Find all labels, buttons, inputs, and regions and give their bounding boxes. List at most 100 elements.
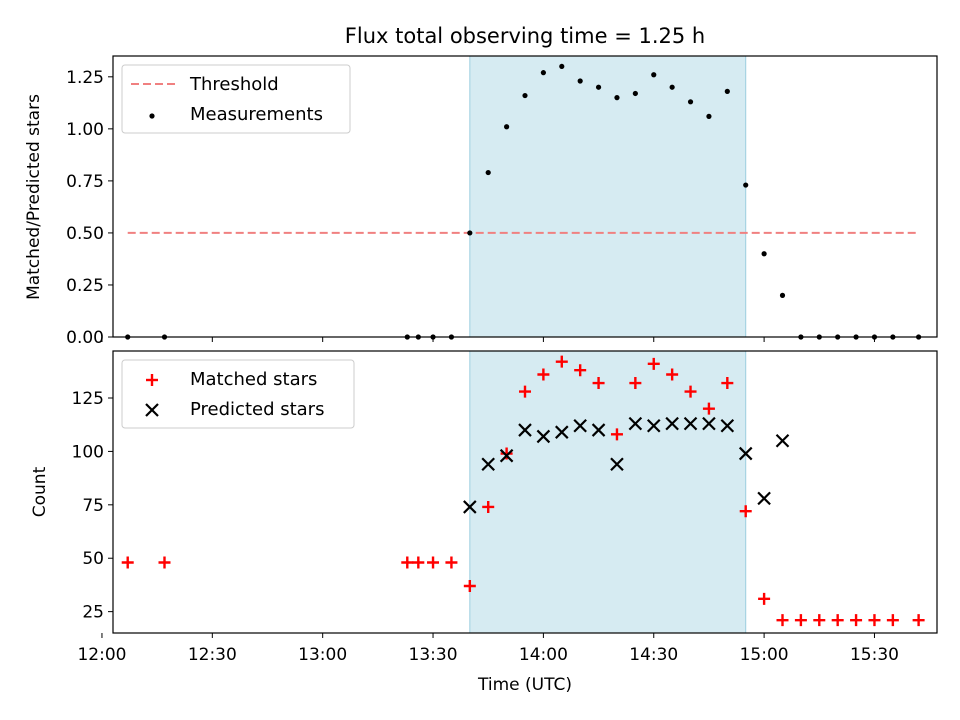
- predicted-stars-point: [536, 429, 551, 444]
- predicted-stars-point: [610, 457, 624, 472]
- bottom-observing-window-band: [469, 350, 747, 634]
- matched-stars-point: [401, 556, 414, 569]
- matched-stars-point: [574, 364, 587, 377]
- matched-stars-point: [592, 377, 605, 390]
- measurements-point: [595, 84, 602, 90]
- measurements-point: [779, 292, 786, 298]
- measurements-point: [706, 113, 712, 119]
- predicted-stars-point: [591, 423, 606, 437]
- top-y-tick-label: 0.25: [66, 276, 104, 296]
- x-tick-label: 13:30: [409, 645, 458, 665]
- matched-stars-point: [794, 614, 807, 627]
- top-legend-box: [121, 64, 351, 134]
- matched-stars-point: [463, 580, 476, 592]
- predicted-stars-legend-label: Predicted stars: [190, 399, 324, 420]
- measurements-point: [743, 182, 749, 188]
- predicted-stars-point: [518, 423, 532, 437]
- measurements-point: [522, 92, 528, 99]
- measurements-legend-label: Measurements: [190, 104, 323, 125]
- matched-stars-point: [482, 500, 495, 513]
- top-y-tick-label: 0.50: [66, 224, 104, 244]
- threshold-legend-label: Threshold: [189, 74, 279, 95]
- bottom-y-tick-label: 25: [82, 603, 104, 623]
- bottom-y-tick-label: 100: [72, 442, 104, 462]
- top-legend: Threshold Measurements: [121, 64, 351, 134]
- predicted-stars-point: [555, 425, 569, 439]
- bottom-y-tick-label: 75: [82, 496, 104, 516]
- measurements-point: [669, 84, 675, 90]
- matched-stars-point: [702, 402, 715, 415]
- matched-stars-point: [427, 556, 440, 569]
- matched-stars-point: [886, 614, 899, 627]
- x-tick-label: 12:00: [77, 645, 126, 665]
- top-observing-window: [469, 55, 747, 338]
- bottom-legend-box: [121, 359, 355, 429]
- bottom-x-ticks: 12:00 12:30 13:00 13:30 14:00 14:30 15:00 15:30: [77, 633, 899, 665]
- measurements-point: [485, 169, 491, 176]
- matched-stars-point: [758, 592, 771, 605]
- matched-stars-point: [121, 556, 134, 569]
- bottom-y-tick-label: 125: [72, 389, 104, 409]
- measurements-legend-swatch: [149, 113, 155, 119]
- bottom-y-axis-label: Count: [30, 466, 50, 517]
- matched-stars-point: [445, 556, 458, 569]
- matched-stars-point: [739, 505, 752, 518]
- predicted-stars-point: [683, 416, 698, 431]
- top-y-axis-label: Matched/Predicted stars: [24, 94, 44, 300]
- measurements-point: [687, 99, 694, 105]
- predicted-stars-point: [463, 500, 477, 514]
- top-axes-frame: [112, 55, 938, 338]
- matched-stars-point: [158, 556, 171, 569]
- measurements-point: [761, 251, 767, 257]
- matched-stars-point: [519, 385, 531, 398]
- measurements-point: [540, 70, 546, 76]
- matched-stars-point: [868, 614, 881, 627]
- matched-stars-point: [629, 377, 642, 390]
- measurements-point: [504, 124, 510, 130]
- top-y-tick-label: 0.75: [66, 172, 104, 192]
- predicted-stars-point: [757, 491, 771, 506]
- measurements-point: [632, 90, 638, 97]
- top-y-tick-label: 1.25: [66, 68, 104, 88]
- top-y-tick-label: 0.00: [66, 328, 104, 348]
- matched-stars-legend-swatch: [146, 374, 158, 386]
- matched-stars-point: [684, 385, 697, 398]
- matched-stars-point: [500, 447, 513, 460]
- predicted-stars-point: [628, 416, 643, 431]
- matched-stars-point: [850, 614, 863, 627]
- matched-stars-point: [776, 614, 789, 627]
- top-observing-window-band: [469, 55, 747, 338]
- matched-stars-point: [831, 614, 844, 627]
- x-tick-label: 12:30: [188, 645, 237, 665]
- bottom-plot-area: [121, 355, 925, 627]
- x-tick-label: 13:00: [298, 645, 347, 665]
- predicted-stars-point: [738, 446, 753, 461]
- predicted-stars-point: [646, 418, 661, 433]
- top-y-ticks: 0.00 0.25 0.50 0.75 1.00 1.25: [66, 68, 113, 348]
- measurements-point: [467, 230, 473, 236]
- bottom-observing-window: [469, 350, 747, 634]
- predicted-stars-point: [720, 418, 735, 433]
- x-tick-label: 15:30: [850, 645, 899, 665]
- matched-stars-point: [610, 428, 623, 441]
- predicted-stars-point: [481, 457, 495, 472]
- matched-stars-point: [721, 377, 734, 390]
- top-y-tick-label: 1.00: [66, 120, 104, 140]
- predicted-stars-point: [702, 416, 716, 431]
- matched-stars-legend-label: Matched stars: [190, 369, 317, 390]
- predicted-stars-legend-swatch: [145, 403, 159, 417]
- predicted-stars-point: [665, 416, 679, 431]
- matched-stars-point: [647, 357, 660, 370]
- x-axis-label: Time (UTC): [477, 675, 572, 695]
- matched-stars-point: [555, 355, 568, 368]
- bottom-legend: Matched stars Predicted stars: [121, 359, 355, 429]
- predicted-stars-point: [775, 433, 790, 448]
- measurements-point: [651, 72, 657, 78]
- measurements-point: [724, 88, 730, 94]
- bottom-y-ticks: 25 50 75 100 125: [72, 389, 113, 623]
- measurements-point: [614, 95, 620, 101]
- x-tick-label: 14:30: [629, 645, 678, 665]
- bottom-y-tick-label: 50: [82, 549, 104, 569]
- chart-title: Flux total observing time = 1.25 h: [345, 24, 705, 48]
